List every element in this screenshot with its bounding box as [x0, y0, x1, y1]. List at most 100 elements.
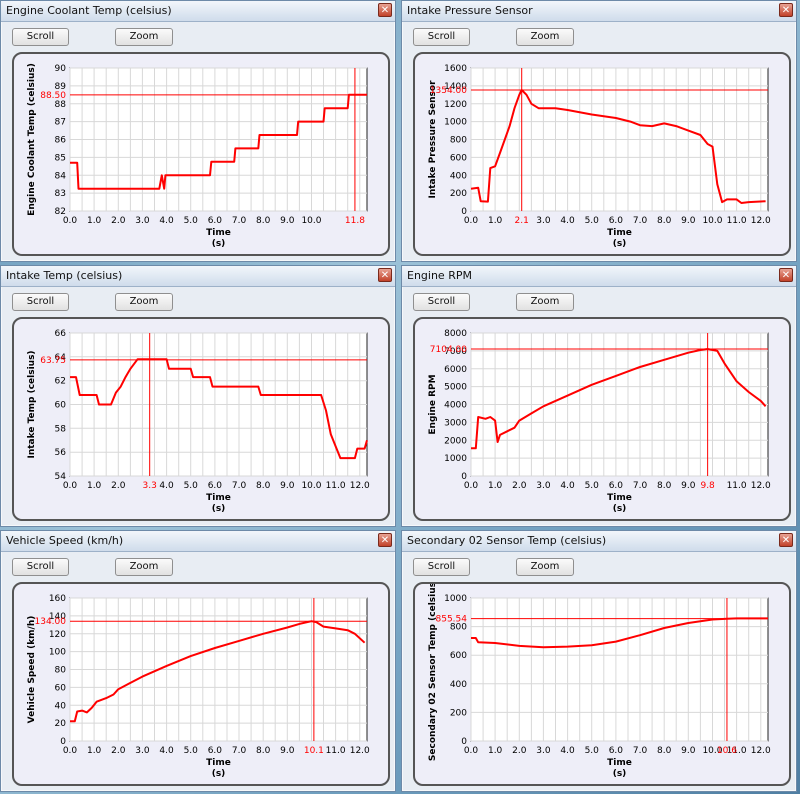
engine-rpm-chart[interactable]: 0 1000 2000 3000 4000 5000 6000 7000 8000 0.0 1.0 2…: [415, 319, 789, 519]
window-title: Engine Coolant Temp (celsius): [6, 4, 172, 17]
chart-panel: 0 20 40 60 80 100 120 140 160 0.0 1.0 2.0 3.0 4.0 5.0 6…: [12, 582, 390, 786]
x-tick-label: 7.0: [232, 746, 247, 756]
close-icon[interactable]: ✕: [378, 533, 392, 547]
scroll-button[interactable]: Scroll: [12, 293, 69, 311]
y-tick-label: 83: [55, 189, 66, 199]
secondary-o2-sensor-temp-chart[interactable]: 0 200 400 600 800 1000 0.0 1.0 2.0 3.0 4.0 5.0 6.0 7.…: [415, 584, 789, 784]
y-tick-label: 160: [49, 594, 66, 604]
x-tick-label: 1.0: [488, 216, 503, 226]
cursor-x-label: 10.6: [717, 746, 737, 756]
title-bar[interactable]: Intake Pressure Sensor ✕: [402, 1, 796, 22]
title-bar[interactable]: Vehicle Speed (km/h) ✕: [1, 531, 395, 552]
close-icon[interactable]: ✕: [779, 3, 793, 17]
x-tick-label: 5.0: [585, 216, 600, 226]
x-tick-label: 7.0: [633, 746, 648, 756]
x-tick-label: 1.0: [87, 481, 102, 491]
window-title: Engine RPM: [407, 269, 472, 282]
plot-area: [470, 597, 769, 742]
y-tick-label: 600: [450, 153, 467, 163]
close-icon[interactable]: ✕: [779, 533, 793, 547]
close-icon[interactable]: ✕: [378, 3, 392, 17]
cursor-y-label: 134.00: [35, 617, 67, 627]
title-bar[interactable]: Engine Coolant Temp (celsius) ✕: [1, 1, 395, 22]
intake-pressure-sensor-chart[interactable]: 0 200 400 600 800 1000 1200 1400 1600 0.0 1.0 3.0 4.…: [415, 54, 789, 254]
x-axis-label: Time: [607, 758, 632, 768]
y-axis-label: Secondary 02 Sensor Temp (celsius): [428, 584, 438, 761]
scroll-button[interactable]: Scroll: [413, 293, 470, 311]
x-tick-label: 4.0: [159, 216, 174, 226]
cursor-y-label: 63.75: [40, 356, 66, 366]
series-line: [70, 358, 368, 460]
scroll-button[interactable]: Scroll: [413, 28, 470, 46]
y-axis-label: Engine Coolant Temp (celsius): [27, 63, 37, 216]
y-tick-label: 1000: [444, 594, 467, 604]
x-tick-label: 0.0: [464, 216, 479, 226]
y-tick-label: 800: [450, 623, 467, 633]
y-tick-label: 140: [49, 612, 66, 622]
x-tick-label: 2.0: [111, 746, 126, 756]
close-icon[interactable]: ✕: [779, 268, 793, 282]
y-axis-label: Intake Pressure Sensor: [428, 80, 438, 199]
x-tick-label: 11.0: [727, 746, 747, 756]
series-line: [470, 89, 766, 204]
scroll-button[interactable]: Scroll: [12, 558, 69, 576]
cursor-x-label: 11.8: [345, 216, 365, 226]
x-tick-label: 4.0: [159, 481, 174, 491]
y-tick-label: 5000: [444, 383, 467, 393]
x-tick-label: 1.0: [87, 746, 102, 756]
x-tick-label: 7.0: [232, 216, 247, 226]
y-tick-label: 54: [55, 472, 67, 482]
zoom-button[interactable]: Zoom: [516, 558, 574, 576]
vehicle-speed-chart[interactable]: 0 20 40 60 80 100 120 140 160 0.0 1.0 2.0 3.0 4.0 5.0 6…: [14, 584, 388, 784]
x-axis-unit: (s): [613, 769, 627, 779]
y-tick-label: 200: [450, 189, 467, 199]
x-tick-label: 6.0: [208, 481, 223, 491]
y-axis-label: Intake Temp (celsius): [27, 350, 37, 458]
x-tick-label: 5.0: [585, 481, 600, 491]
chart-panel: 0 1000 2000 3000 4000 5000 6000 7000 8000 0.0 1.0 2…: [413, 317, 791, 521]
cursor-y-label: 855.54: [436, 615, 468, 625]
engine-coolant-temp-chart[interactable]: 82 83 84 85 86 87 88 89 90 0.0 1.0 2.0 3.0 4.0 5.0 6.0 7…: [14, 54, 388, 254]
x-tick-label: 8.0: [657, 481, 672, 491]
chart-panel: 54 56 58 60 62 64 66 0.0 1.0 2.0 4.0 5.0 6.0 7.0 8.0 9.…: [12, 317, 390, 521]
scroll-button[interactable]: Scroll: [12, 28, 69, 46]
cursor-x-label: 10.1: [304, 746, 324, 756]
y-tick-label: 62: [55, 377, 66, 387]
x-tick-label: 3.0: [536, 216, 551, 226]
close-icon[interactable]: ✕: [378, 268, 392, 282]
zoom-button[interactable]: Zoom: [516, 28, 574, 46]
series-line: [70, 620, 366, 723]
series-line: [471, 348, 767, 450]
title-bar[interactable]: Engine RPM ✕: [402, 266, 796, 287]
scroll-button[interactable]: Scroll: [413, 558, 470, 576]
x-tick-label: 8.0: [657, 216, 672, 226]
window-title: Vehicle Speed (km/h): [6, 534, 124, 547]
x-tick-label: 0.0: [464, 481, 479, 491]
zoom-button[interactable]: Zoom: [115, 558, 173, 576]
x-tick-label: 9.0: [681, 481, 696, 491]
zoom-button[interactable]: Zoom: [516, 293, 574, 311]
x-tick-label: 12.0: [751, 216, 771, 226]
x-tick-label: 4.0: [560, 481, 575, 491]
x-tick-label: 12.0: [350, 481, 370, 491]
y-tick-label: 0: [461, 737, 467, 747]
x-tick-label: 12.0: [751, 481, 771, 491]
title-bar[interactable]: Intake Temp (celsius) ✕: [1, 266, 395, 287]
zoom-button[interactable]: Zoom: [115, 293, 173, 311]
x-tick-label: 10.0: [301, 481, 321, 491]
zoom-button[interactable]: Zoom: [115, 28, 173, 46]
x-tick-label: 7.0: [232, 481, 247, 491]
x-tick-label: 9.0: [280, 216, 295, 226]
title-bar[interactable]: Secondary 02 Sensor Temp (celsius) ✕: [402, 531, 796, 552]
x-tick-label: 10.0: [702, 216, 722, 226]
y-tick-label: 200: [450, 708, 467, 718]
x-axis-label: Time: [607, 493, 632, 503]
y-tick-label: 40: [55, 701, 67, 711]
y-tick-label: 400: [450, 680, 467, 690]
x-tick-label: 1.0: [87, 216, 102, 226]
y-tick-label: 86: [55, 136, 67, 146]
intake-temp-chart[interactable]: 54 56 58 60 62 64 66 0.0 1.0 2.0 4.0 5.0 6.0 7.0 8.0 9.…: [14, 319, 388, 519]
x-tick-label: 11.0: [326, 746, 346, 756]
x-tick-label: 11.0: [727, 216, 747, 226]
cursor-y-label: 88.50: [40, 91, 66, 101]
